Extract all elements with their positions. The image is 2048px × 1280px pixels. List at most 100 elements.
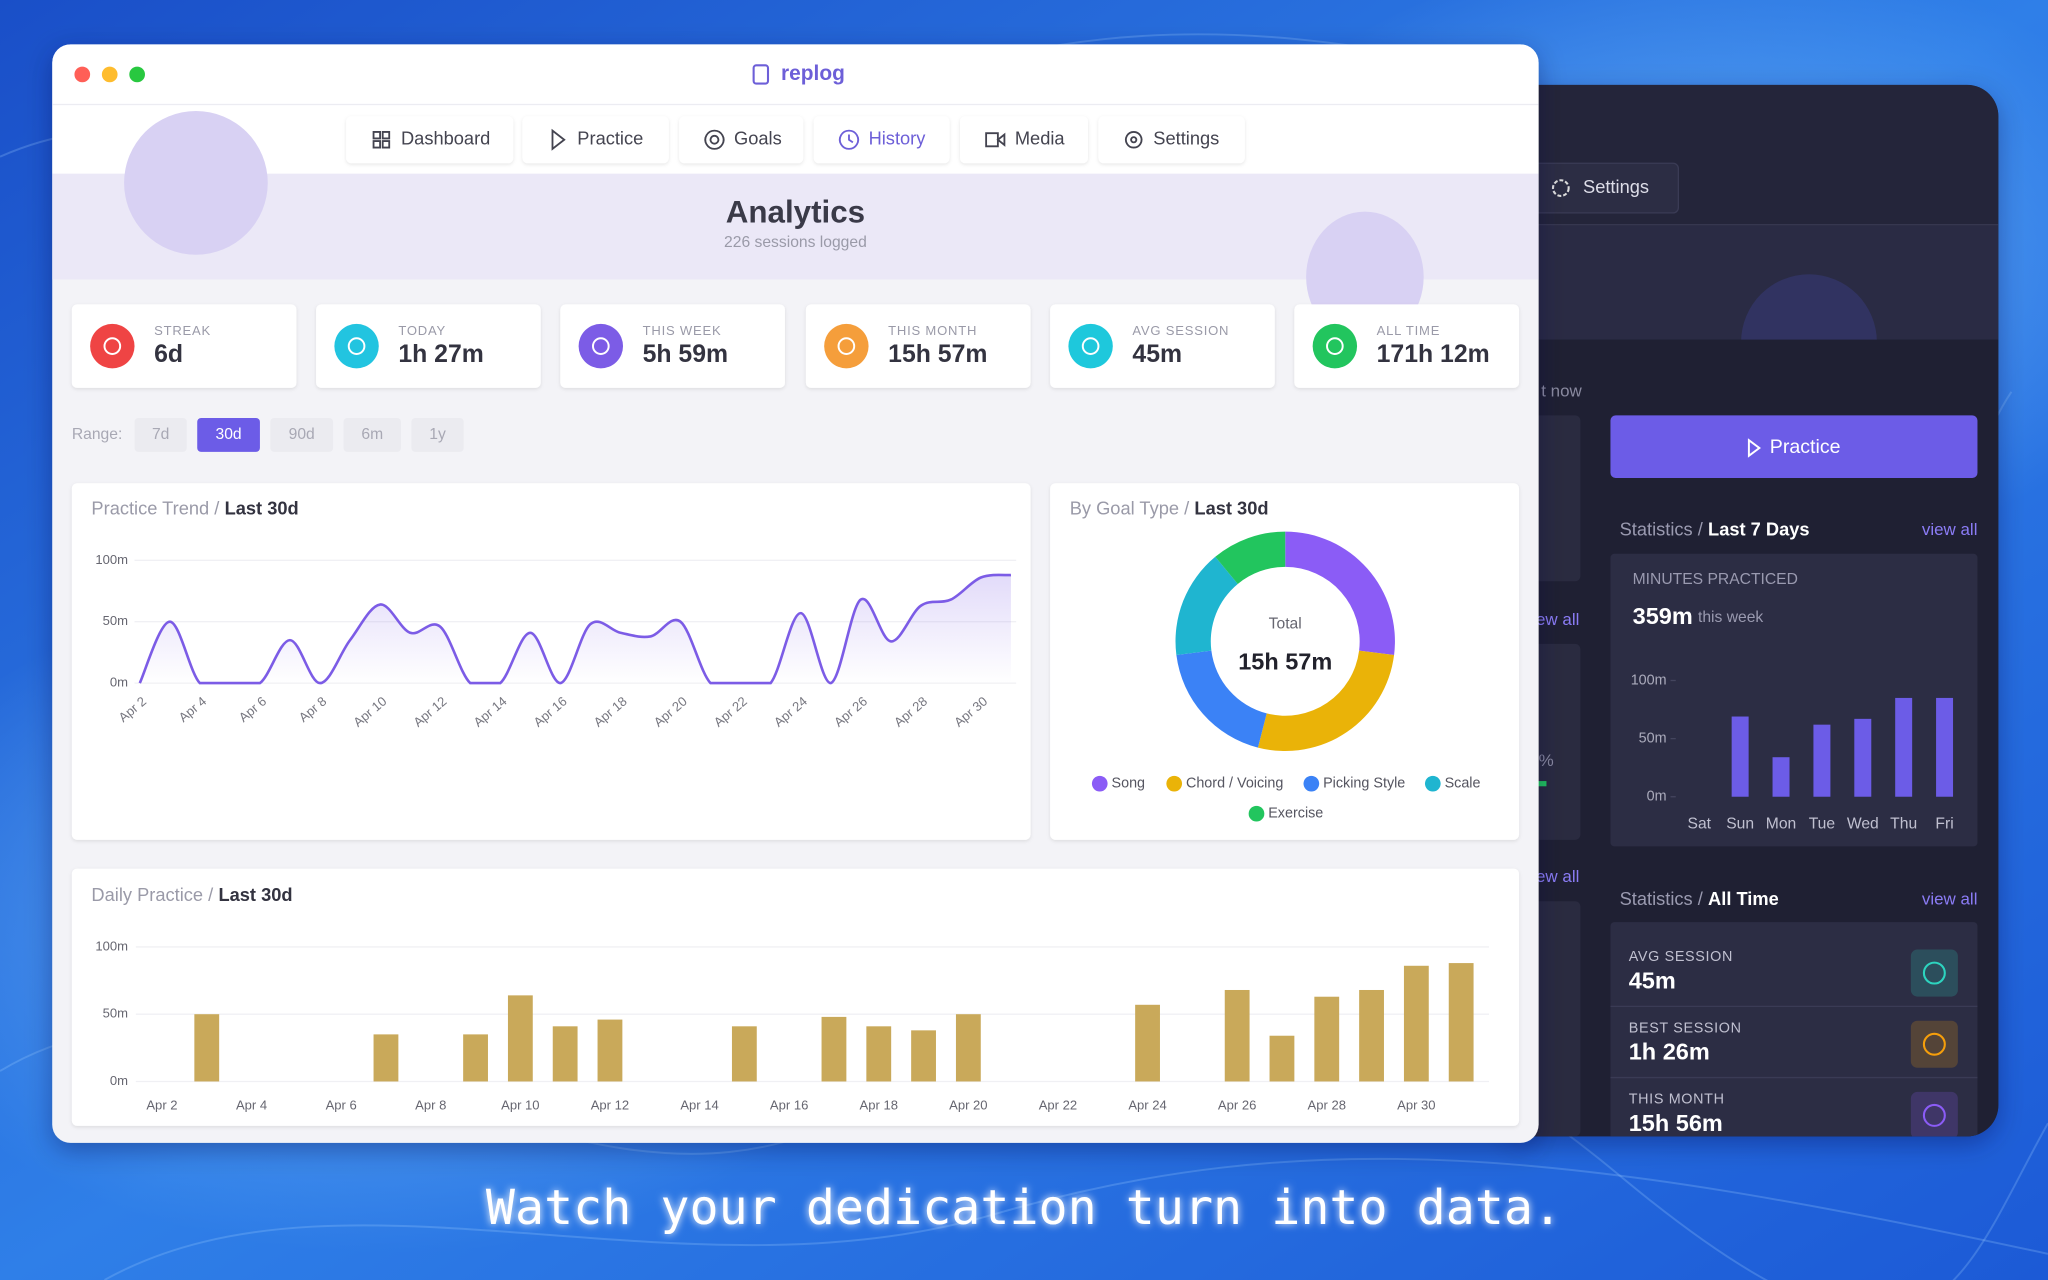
card-title: Daily Practice / Last 30d bbox=[91, 884, 292, 905]
legend-label: Song bbox=[1112, 775, 1146, 791]
stat-icon bbox=[347, 337, 366, 355]
bar bbox=[463, 1034, 488, 1082]
x-tick-label: Apr 14 bbox=[680, 1098, 718, 1113]
y-tick-label: 100m bbox=[95, 938, 128, 953]
x-tick-label: Apr 30 bbox=[1397, 1098, 1435, 1113]
range-option[interactable] bbox=[411, 417, 464, 452]
title-period: Last 30d bbox=[225, 497, 299, 518]
bar bbox=[731, 1026, 757, 1082]
range-option-label[interactable]: 30d bbox=[216, 426, 242, 443]
legend-label: Chord / Voicing bbox=[1186, 775, 1283, 791]
title-prefix: Practice Trend / bbox=[91, 497, 220, 518]
stat-icon bbox=[1922, 1032, 1946, 1056]
nav-label[interactable]: Goals bbox=[734, 128, 782, 149]
range-option[interactable] bbox=[270, 417, 334, 452]
donut-center-label: Total bbox=[1269, 615, 1302, 632]
stat-icon bbox=[837, 337, 856, 355]
y-tick-label: 100m bbox=[95, 552, 128, 567]
nav-button[interactable] bbox=[346, 116, 514, 164]
bar bbox=[1135, 1004, 1160, 1082]
stat-value: 1h 26m bbox=[1629, 1039, 1710, 1065]
stat-icon-bg bbox=[824, 323, 869, 369]
nav-icon bbox=[985, 132, 1006, 148]
stat-label: THIS MONTH bbox=[1629, 1092, 1725, 1108]
range-option[interactable] bbox=[343, 417, 401, 452]
y-tick-label: 0m bbox=[110, 675, 128, 690]
nav-button[interactable] bbox=[679, 116, 804, 164]
play-icon bbox=[1747, 438, 1761, 458]
nav-label[interactable]: Media bbox=[1015, 128, 1066, 149]
view-all-link[interactable]: view all bbox=[1922, 889, 1978, 908]
range-option-label[interactable]: 6m bbox=[361, 426, 383, 443]
card-title: By Goal Type / Last 30d bbox=[1070, 497, 1269, 518]
range-option[interactable] bbox=[134, 417, 187, 452]
x-tick-label: Apr 20 bbox=[949, 1098, 987, 1113]
stat-card bbox=[560, 304, 785, 388]
bar bbox=[866, 1026, 892, 1082]
stat-label: THIS MONTH bbox=[888, 323, 977, 338]
stat-icon bbox=[103, 337, 122, 355]
title-period: Last 30d bbox=[1194, 497, 1268, 518]
range-option-label[interactable]: 90d bbox=[289, 426, 315, 443]
clipped-text: ew all bbox=[1536, 610, 1579, 629]
clipped-text: t now bbox=[1541, 381, 1582, 400]
decor-circle bbox=[124, 111, 268, 255]
stat-label: TODAY bbox=[398, 323, 446, 338]
nav-label[interactable]: Practice bbox=[577, 128, 643, 149]
window-button[interactable] bbox=[101, 66, 118, 83]
bar bbox=[1359, 989, 1384, 1082]
y-tick-label: 0m bbox=[1647, 789, 1667, 805]
title-period: Last 30d bbox=[218, 884, 292, 905]
range-option[interactable] bbox=[197, 417, 260, 452]
window-button[interactable] bbox=[129, 66, 145, 83]
stat-label: THIS WEEK bbox=[643, 323, 722, 338]
stat-value: 6d bbox=[154, 341, 183, 368]
nav-label[interactable]: Settings bbox=[1153, 128, 1219, 149]
bar bbox=[1269, 1035, 1295, 1082]
line bbox=[138, 573, 1012, 685]
x-tick-label: Mon bbox=[1766, 815, 1796, 832]
bar bbox=[597, 1019, 623, 1082]
header-band bbox=[52, 173, 1539, 280]
range-option-label[interactable]: 7d bbox=[152, 426, 169, 443]
x-tick-label: Apr 8 bbox=[415, 1098, 446, 1113]
weekly-total-value: 359m bbox=[1633, 603, 1693, 629]
settings-icon bbox=[1551, 179, 1570, 197]
view-all-link[interactable]: view all bbox=[1922, 520, 1978, 539]
stat-icon bbox=[1326, 337, 1344, 355]
title-period: Last 7 Days bbox=[1708, 518, 1810, 539]
donut-segment bbox=[1175, 556, 1238, 656]
nav-label[interactable]: Dashboard bbox=[401, 128, 490, 149]
weekly-total-note: this week bbox=[1698, 609, 1763, 626]
nav-icon bbox=[1125, 131, 1143, 149]
legend-swatch bbox=[1248, 805, 1265, 822]
window-button[interactable] bbox=[74, 66, 91, 83]
stat-label: BEST SESSION bbox=[1629, 1020, 1742, 1036]
nav-button[interactable] bbox=[813, 116, 950, 164]
nav-button[interactable] bbox=[960, 116, 1088, 164]
nav-icon bbox=[372, 131, 391, 149]
bar bbox=[955, 1014, 981, 1082]
stat-value: 15h 56m bbox=[1629, 1110, 1723, 1136]
practice-button[interactable] bbox=[1610, 415, 1978, 479]
practice-button-label[interactable]: Practice bbox=[1770, 436, 1841, 458]
legend-label: Picking Style bbox=[1323, 775, 1405, 791]
nav-label[interactable]: History bbox=[869, 128, 927, 149]
title-prefix: Statistics / bbox=[1620, 888, 1704, 909]
range-option-label[interactable]: 1y bbox=[429, 426, 446, 443]
x-tick-label: Sat bbox=[1688, 815, 1712, 832]
settings-label[interactable]: Settings bbox=[1583, 176, 1649, 197]
bar bbox=[821, 1016, 847, 1082]
donut-segment bbox=[1285, 531, 1395, 656]
nav-button[interactable] bbox=[1098, 116, 1245, 164]
clipped-progress bbox=[1536, 781, 1547, 787]
area bbox=[139, 574, 1011, 684]
bar bbox=[507, 995, 533, 1082]
bar bbox=[552, 1026, 578, 1082]
stat-icon bbox=[1922, 1103, 1946, 1127]
nav-button[interactable] bbox=[522, 116, 669, 164]
nav-icon bbox=[704, 129, 725, 150]
x-tick-label: Apr 28 bbox=[1308, 1098, 1346, 1113]
